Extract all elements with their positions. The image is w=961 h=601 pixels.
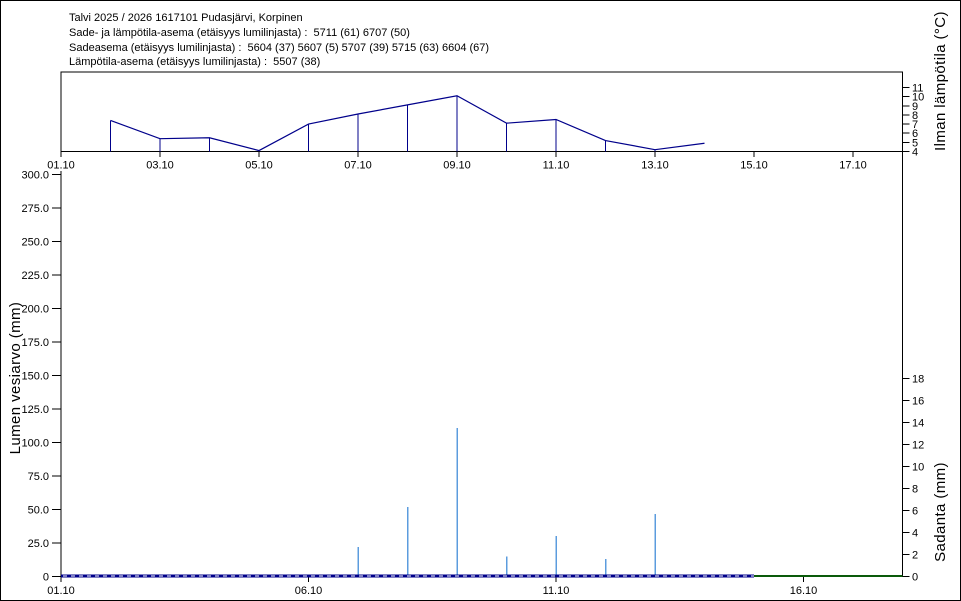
bottom-x-tick-label: 06.10 (295, 585, 323, 597)
precip-y-tick-label: 8 (912, 484, 918, 496)
precip-y-tick-label: 16 (912, 396, 924, 408)
top-x-tick-label: 03.10 (146, 160, 174, 172)
station-info-rain: Sadeasema (etäisyys lumilinjasta) : 5604… (69, 42, 490, 54)
swe-y-tick-label: 250.0 (21, 237, 49, 249)
precip-y-tick-label: 18 (912, 374, 924, 386)
station-info-rain-temp: Sade- ja lämpötila-asema (etäisyys lumil… (69, 27, 410, 39)
precip-y-tick-label: 12 (912, 440, 924, 452)
swe-y-tick-label: 0 (43, 572, 49, 584)
swe-y-tick-label: 100.0 (21, 438, 49, 450)
swe-y-tick-label: 25.0 (28, 538, 49, 550)
top-chart-frame (60, 71, 903, 152)
temp-y-tick-label: 8 (912, 110, 918, 122)
top-x-tick-label: 17.10 (839, 160, 867, 172)
swe-y-tick-label: 150.0 (21, 371, 49, 383)
temp-y-tick-label: 6 (912, 128, 918, 140)
precip-y-tick-label: 14 (912, 418, 924, 430)
swe-y-tick-label: 200.0 (21, 304, 49, 316)
bottom-x-tick-label: 11.10 (543, 585, 570, 597)
top-x-tick-label: 09.10 (443, 160, 471, 172)
top-x-tick-label: 13.10 (641, 160, 669, 172)
figure-title: Talvi 2025 / 2026 1617101 Pudasjärvi, Ko… (69, 12, 303, 24)
top-x-tick-label: 05.10 (245, 160, 273, 172)
swe-y-tick-label: 275.0 (21, 203, 49, 215)
station-info-temp: Lämpötila-asema (etäisyys lumilinjasta) … (69, 56, 321, 68)
top-x-tick-label: 07.10 (344, 160, 372, 172)
swe-y-tick-label: 50.0 (28, 505, 49, 517)
temp-y-tick-label: 10 (912, 92, 924, 104)
swe-y-tick-label: 225.0 (21, 270, 49, 282)
top-x-tick-label: 15.10 (740, 160, 768, 172)
precip-y-tick-label: 0 (912, 572, 918, 584)
precipitation-bars (357, 428, 656, 577)
swe-y-tick-label: 125.0 (21, 404, 49, 416)
top-x-tick-label: 01.10 (47, 160, 75, 172)
swe-y-tick-label: 175.0 (21, 337, 49, 349)
temperature-line (110, 95, 705, 152)
bottom-chart-snow-water-precipitation: 300.0275.0250.0225.0200.0175.0150.0125.0… (21, 151, 924, 597)
temperature-series (110, 95, 705, 152)
precip-y-tick-label: 4 (912, 528, 918, 540)
precip-y-tick-label: 10 (912, 462, 924, 474)
swe-y-tick-label: 75.0 (28, 471, 49, 483)
temp-y-tick-label: 9 (912, 101, 918, 113)
precip-y-tick-label: 2 (912, 550, 918, 562)
bottom-x-tick-label: 01.10 (47, 585, 75, 597)
swe-y-tick-label: 300.0 (21, 170, 49, 182)
top-x-tick-label: 11.10 (543, 160, 570, 172)
bottom-x-tick-label: 16.10 (790, 585, 818, 597)
temp-y-tick-label: 11 (912, 82, 923, 94)
temp-y-tick-label: 5 (912, 137, 918, 149)
temp-y-tick-label: 7 (912, 119, 918, 131)
temp-y-tick-label: 4 (912, 147, 918, 159)
precip-y-tick-label: 6 (912, 506, 918, 518)
